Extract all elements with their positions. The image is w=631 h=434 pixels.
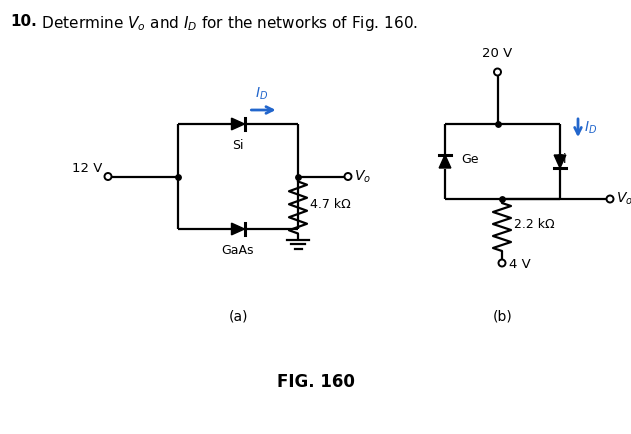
- Text: $I_D$: $I_D$: [584, 120, 597, 136]
- Text: 20 V: 20 V: [482, 47, 512, 60]
- Text: 10.: 10.: [10, 14, 37, 29]
- Text: FIG. 160: FIG. 160: [277, 373, 355, 391]
- Text: $V_o$: $V_o$: [354, 168, 371, 185]
- Text: (b): (b): [493, 309, 512, 323]
- Text: 4.7 kΩ: 4.7 kΩ: [310, 198, 351, 211]
- Text: 4 V: 4 V: [509, 257, 531, 270]
- Text: GaAs: GaAs: [221, 244, 254, 257]
- Text: $I_D$: $I_D$: [255, 85, 268, 102]
- Text: Determine $V_o$ and $I_D$ for the networks of Fig. 160.: Determine $V_o$ and $I_D$ for the networ…: [32, 14, 418, 33]
- Polygon shape: [232, 223, 244, 235]
- Text: 12 V: 12 V: [72, 161, 102, 174]
- Text: Ge: Ge: [461, 153, 478, 166]
- Text: Si: Si: [232, 139, 244, 152]
- Polygon shape: [554, 155, 566, 168]
- Polygon shape: [439, 155, 451, 168]
- Polygon shape: [232, 118, 244, 130]
- Text: Si: Si: [555, 153, 567, 166]
- Text: $V_o$: $V_o$: [616, 191, 631, 207]
- Text: (a): (a): [228, 309, 248, 323]
- Text: 2.2 kΩ: 2.2 kΩ: [514, 218, 555, 231]
